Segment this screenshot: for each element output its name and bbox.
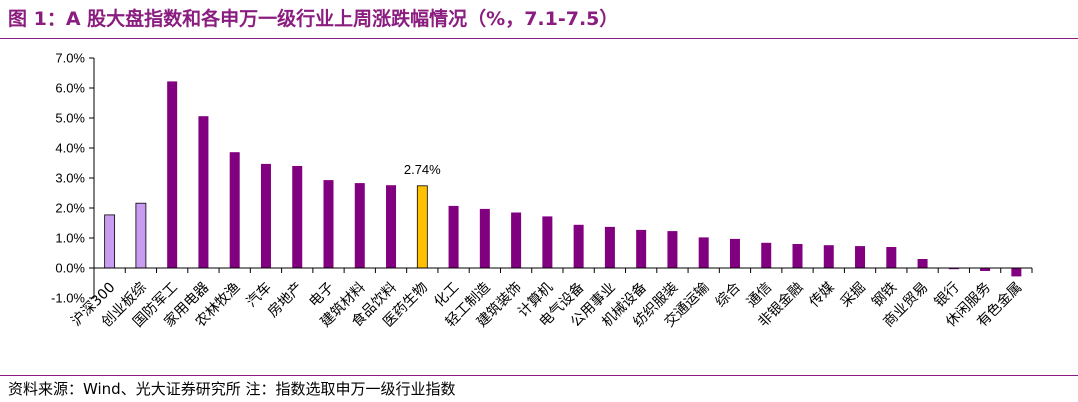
category-label: 综合 xyxy=(713,280,744,311)
bar-series xyxy=(104,81,1022,277)
chart-title: 图 1：A 股大盘指数和各申万一级行业上周涨跌幅情况（%，7.1-7.5） xyxy=(8,8,619,30)
category-label: 采掘 xyxy=(838,280,869,311)
bar-沪深300 xyxy=(104,214,116,269)
bar-电气设备 xyxy=(573,224,584,268)
bar-机械设备 xyxy=(636,229,647,268)
y-tick-label: 7.0% xyxy=(55,51,85,66)
y-tick-label: 0.0% xyxy=(55,261,85,276)
bar-有色金属 xyxy=(1011,268,1022,277)
annotations: 2.74% xyxy=(404,162,441,177)
bar-通信 xyxy=(761,242,772,268)
bar-创业板综 xyxy=(135,202,147,269)
bar-汽车 xyxy=(260,163,271,268)
bar-食品饮料 xyxy=(386,185,397,268)
bar-银行 xyxy=(948,268,959,270)
highlight-data-label: 2.74% xyxy=(404,162,441,177)
source-note: 资料来源：Wind、光大证券研究所 注：指数选取申万一级行业指数 xyxy=(8,380,456,398)
bar-国防军工 xyxy=(167,81,178,269)
bar-纺织服装 xyxy=(667,231,678,268)
y-tick-label: -1.0% xyxy=(51,291,85,306)
bar-计算机 xyxy=(542,216,553,268)
bar-交通运输 xyxy=(698,237,709,268)
bar-公用事业 xyxy=(604,226,615,268)
bar-休闲服务 xyxy=(980,268,991,271)
title-rule xyxy=(0,38,1078,39)
bar-采掘 xyxy=(855,246,866,268)
y-tick-label: 5.0% xyxy=(55,111,85,126)
y-tick-label: 2.0% xyxy=(55,201,85,216)
bar-家用电器 xyxy=(198,116,209,268)
bar-综合 xyxy=(729,238,740,268)
bar-chart: 7.0% 6.0% 5.0% 4.0% 3.0% 2.0% 1.0% 0.0% -1.0% 沪深… xyxy=(51,51,1033,331)
y-tick-label: 3.0% xyxy=(55,171,85,186)
bar-医药生物 xyxy=(416,185,428,269)
bar-建筑材料 xyxy=(354,183,365,268)
category-label: 传媒 xyxy=(806,280,837,311)
bar-房地产 xyxy=(292,166,303,268)
y-tick-label: 1.0% xyxy=(55,231,85,246)
bar-非银金融 xyxy=(792,244,803,268)
source-rule xyxy=(0,375,1078,376)
bar-农林牧渔 xyxy=(229,152,240,268)
bar-化工 xyxy=(448,205,459,268)
bar-钢铁 xyxy=(886,247,897,268)
bar-轻工制造 xyxy=(479,208,490,268)
y-axis: 7.0% 6.0% 5.0% 4.0% 3.0% 2.0% 1.0% 0.0% -1.0% xyxy=(51,51,95,306)
category-label: 房地产 xyxy=(265,280,306,321)
bar-传媒 xyxy=(823,245,834,268)
bar-商业贸易 xyxy=(917,259,928,268)
y-tick-label: 4.0% xyxy=(55,141,85,156)
bar-电子 xyxy=(323,180,334,268)
bar-建筑装饰 xyxy=(511,212,522,268)
y-tick-label: 6.0% xyxy=(55,81,85,96)
x-axis xyxy=(93,267,1033,273)
